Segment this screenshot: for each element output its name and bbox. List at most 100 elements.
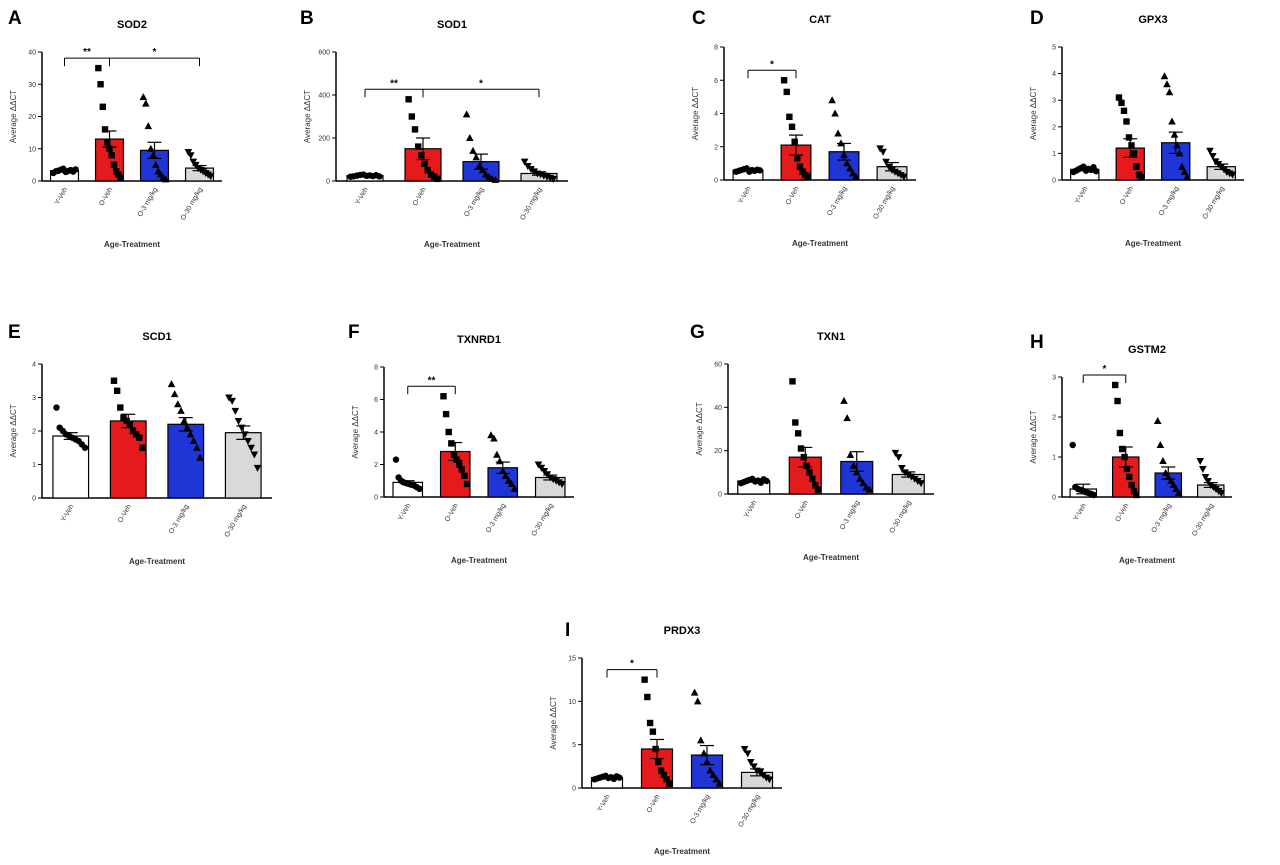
- y-tick-label: 0: [32, 179, 36, 186]
- data-point: [99, 103, 107, 111]
- y-tick-label: 0: [718, 492, 722, 499]
- data-point: [146, 144, 155, 152]
- data-point: [789, 378, 796, 385]
- data-point: [1116, 429, 1124, 437]
- data-point: [852, 468, 861, 476]
- chart-title: GPX3: [1138, 14, 1167, 26]
- data-point: [170, 390, 179, 398]
- y-axis-title: Average ΔΔCT: [9, 404, 18, 457]
- y-tick-label: 2: [32, 429, 36, 436]
- data-point: [149, 151, 158, 159]
- y-tick-label: 4: [1052, 71, 1056, 78]
- y-axis-title: Average ΔΔCT: [695, 402, 704, 455]
- data-point: [834, 129, 842, 137]
- x-tick-label: O-Veh: [794, 499, 810, 520]
- data-point: [811, 482, 819, 489]
- y-tick-label: 4: [374, 430, 378, 437]
- data-point: [501, 471, 510, 479]
- x-tick-label: O-30 mg/kg: [1191, 502, 1215, 537]
- panel-letter: E: [8, 322, 21, 343]
- data-point: [445, 428, 452, 436]
- data-point: [132, 431, 140, 438]
- data-point: [1201, 474, 1210, 481]
- data-point: [849, 461, 858, 469]
- x-tick-label: O-30 mg/kg: [872, 185, 896, 220]
- data-point: [189, 437, 198, 445]
- data-point: [865, 485, 874, 493]
- x-axis-title: Age-Treatment: [129, 557, 185, 566]
- x-axis-title: Age-Treatment: [792, 239, 848, 248]
- y-tick-label: 2: [714, 144, 718, 151]
- data-point: [120, 414, 127, 421]
- y-axis-title: Average ΔΔCT: [1029, 410, 1038, 463]
- x-tick-label: O-30 mg/kg: [519, 186, 543, 221]
- data-point: [1160, 72, 1169, 80]
- x-axis-title: Age-Treatment: [803, 553, 859, 562]
- data-point: [206, 173, 215, 181]
- y-axis-title: Average ΔΔCT: [691, 87, 700, 140]
- chart-title: CAT: [809, 14, 831, 26]
- x-tick-label: Y-Veh: [60, 503, 75, 523]
- data-point: [1206, 147, 1214, 155]
- y-tick-label: 1: [32, 462, 36, 469]
- data-point: [493, 450, 501, 458]
- x-tick-label: O-Veh: [1119, 185, 1135, 206]
- data-point: [649, 728, 657, 735]
- data-point: [843, 159, 851, 167]
- data-point: [151, 160, 160, 168]
- x-tick-label: O-Veh: [98, 186, 114, 207]
- data-point: [1168, 117, 1176, 125]
- data-point: [1175, 149, 1184, 157]
- data-point: [756, 167, 764, 174]
- y-tick-label: 4: [32, 362, 36, 369]
- y-tick-label: 6: [374, 397, 378, 404]
- x-tick-label: O-3 mg/kg: [689, 793, 711, 825]
- data-point: [53, 404, 60, 411]
- data-point: [458, 466, 465, 473]
- data-point: [837, 139, 845, 147]
- data-point: [804, 173, 812, 180]
- data-point: [840, 396, 848, 404]
- y-tick-label: 0: [1052, 495, 1056, 502]
- data-point: [247, 444, 255, 452]
- data-point: [1174, 489, 1183, 496]
- data-point: [900, 173, 908, 181]
- data-point: [415, 143, 422, 150]
- y-tick-label: 400: [318, 93, 330, 100]
- data-point: [250, 451, 259, 459]
- significance-label: *: [479, 78, 483, 89]
- data-point: [139, 444, 146, 451]
- data-point: [455, 461, 463, 468]
- data-point: [234, 417, 243, 425]
- data-point: [703, 758, 711, 765]
- panel-f: F TXNRD1 0 2 4 6 8 Average ΔΔCT Y-Veh O-Veh O-3 mg…: [348, 322, 574, 565]
- data-point: [747, 759, 755, 766]
- data-point: [416, 485, 423, 493]
- x-tick-label: O-Veh: [444, 502, 460, 523]
- x-axis-title: Age-Treatment: [451, 556, 507, 565]
- data-point: [1196, 458, 1205, 465]
- data-point: [1164, 473, 1173, 480]
- chart-title: TXNRD1: [457, 334, 501, 346]
- data-point: [1208, 153, 1217, 161]
- data-point: [646, 719, 654, 727]
- data-point: [81, 444, 89, 451]
- significance-label: **: [390, 78, 398, 89]
- x-tick-label: Y-Veh: [1074, 185, 1089, 205]
- data-point: [1156, 441, 1165, 448]
- y-tick-label: 20: [714, 448, 722, 455]
- data-point: [187, 152, 195, 160]
- x-axis-title: Age-Treatment: [104, 240, 160, 249]
- data-point: [1138, 174, 1145, 181]
- data-point: [110, 377, 118, 384]
- y-tick-label: 30: [28, 82, 36, 89]
- x-tick-label: O-3 mg/kg: [1151, 502, 1173, 534]
- data-point: [1120, 107, 1128, 115]
- data-point: [117, 404, 124, 411]
- data-point: [809, 475, 816, 483]
- data-point: [408, 113, 416, 120]
- chart-title: PRDX3: [664, 625, 701, 637]
- data-point: [1153, 417, 1162, 424]
- data-point: [780, 77, 788, 84]
- x-tick-label: Y-Veh: [54, 186, 69, 206]
